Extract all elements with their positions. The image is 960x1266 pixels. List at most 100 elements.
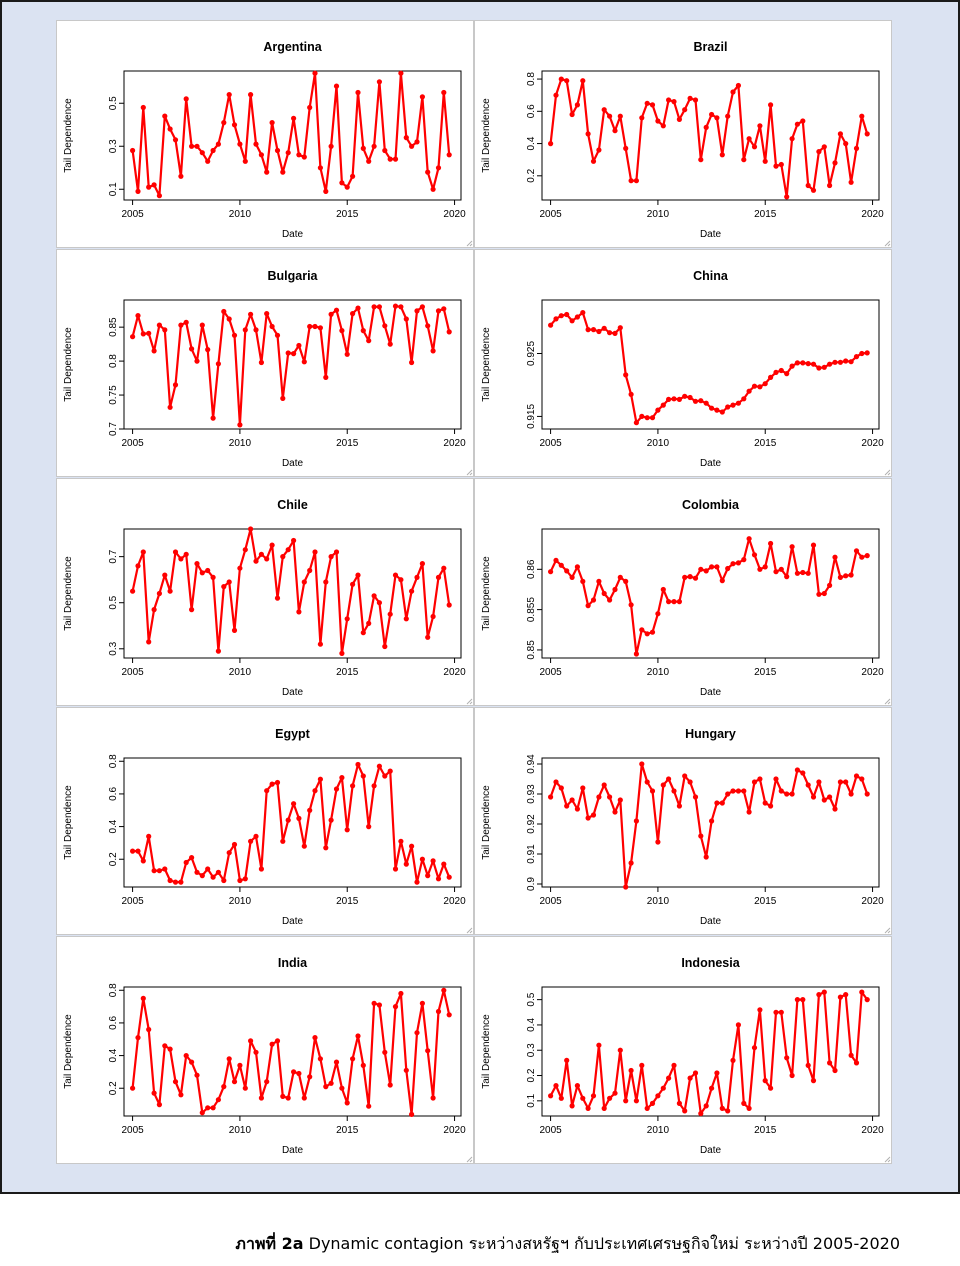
data-point [590,597,597,603]
y-tick-label: 0.2 [526,1068,537,1082]
data-point [746,388,752,394]
data-point [350,173,356,179]
data-point [215,869,221,875]
resize-grip-icon [466,927,473,934]
chart-svg: Hungary 2005 2010 2015 2020 0.9 0.91 0.92 0.93 0.… [481,727,891,934]
data-point [194,1072,200,1078]
data-point [617,1047,623,1053]
data-point [821,364,827,370]
data-point [789,363,795,369]
data-point [323,1084,329,1090]
data-point [864,997,870,1003]
x-tick-label: 2010 [229,896,252,907]
x-tick-label: 2020 [443,209,466,220]
data-point [773,1009,779,1015]
data-point [366,824,372,830]
plot-box [123,528,462,659]
data-point [183,551,189,557]
data-point [800,770,806,776]
data-point [248,526,254,532]
data-point [403,861,409,867]
data-point [682,1108,688,1114]
data-point [837,131,843,137]
data-point [633,651,639,657]
data-point [794,570,800,576]
data-point [409,143,415,149]
data-point [612,1090,618,1096]
series-line [549,990,869,1115]
data-point [837,994,843,1000]
data-point [167,1046,173,1052]
data-point [773,569,779,575]
y-tick-label: 0.3 [526,1043,537,1057]
data-point [617,325,623,331]
data-point [264,311,270,317]
data-point [226,579,232,585]
data-point [590,327,597,333]
data-point [601,590,607,597]
data-point [628,391,634,397]
data-point [612,128,618,134]
data-point [666,396,672,402]
data-point [425,323,431,329]
data-point [692,398,699,404]
data-point [639,115,645,121]
y-tick-label: 0.4 [526,1018,537,1032]
x-axis-label: Date [282,916,304,927]
data-point [237,565,243,571]
data-point [178,556,184,562]
y-tick-label: 0.855 [526,597,537,622]
data-point [371,1000,377,1006]
data-point [859,350,865,357]
data-point [848,791,854,797]
y-tick-label: 0.3 [108,139,119,153]
data-point [784,791,790,797]
x-tick-label: 2010 [647,209,670,220]
data-point [682,773,688,779]
data-point [323,579,329,585]
data-point [269,781,275,787]
data-point [350,311,356,317]
data-point [832,554,838,560]
data-point [210,147,216,154]
data-point [585,815,591,821]
data-point [794,997,800,1003]
data-point [285,350,291,356]
data-point [751,383,758,389]
data-point [156,193,162,199]
data-point [580,78,586,84]
data-point [189,1059,195,1065]
data-point [371,143,377,149]
data-point [237,422,243,428]
chart-svg: Colombia 2005 2010 2015 2020 0.85 0.855 0.86 Dat… [481,498,891,705]
data-point [387,1082,393,1088]
data-point [660,123,666,129]
data-point [403,1067,409,1073]
data-point [601,782,607,788]
data-point [585,1105,591,1111]
y-axis-label: Tail Dependence [481,785,492,860]
data-point [425,169,431,175]
data-point [387,611,393,617]
data-point [382,643,388,650]
data-point [146,330,152,336]
data-point [253,1049,259,1055]
data-point [558,1095,564,1101]
data-point [569,318,575,324]
data-point [832,1067,838,1074]
data-point [414,1030,420,1036]
data-point [564,803,570,809]
data-point [590,158,597,164]
data-point [151,868,157,874]
data-point [671,396,677,402]
data-point [719,152,725,158]
data-point [649,788,656,794]
data-point [360,328,366,334]
data-point [558,313,564,319]
data-point [269,323,275,330]
y-tick-label: 0.3 [108,641,119,655]
resize-grip-icon [884,1156,891,1163]
data-point [805,361,811,367]
x-tick-label: 2020 [861,209,884,220]
data-point [730,561,736,567]
